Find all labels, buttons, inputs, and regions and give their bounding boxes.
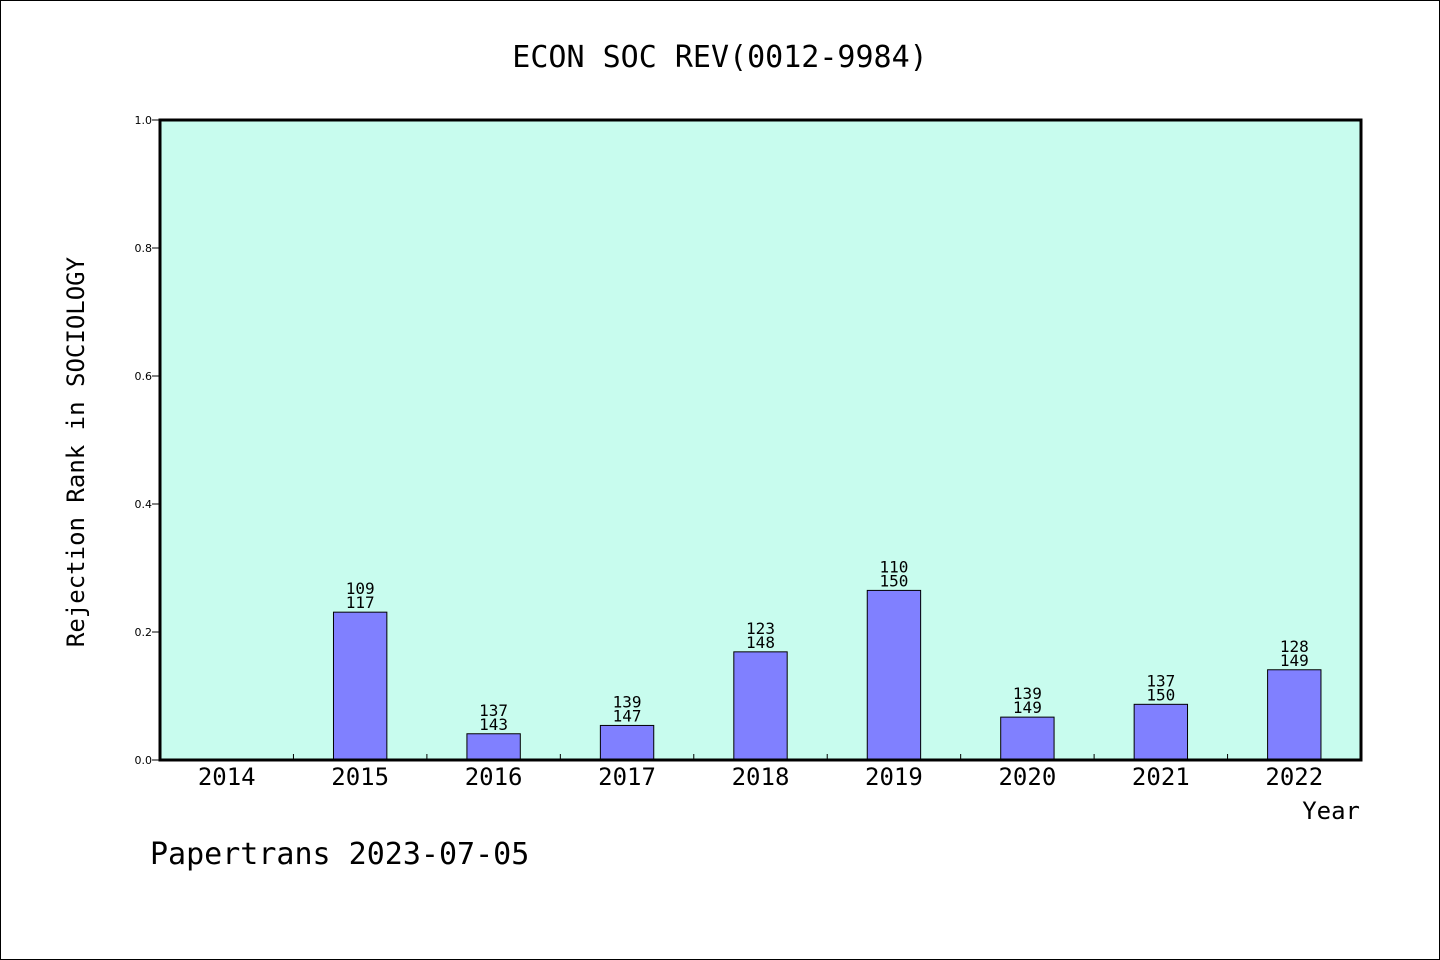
x-tick-label: 2016 [465,763,523,791]
x-tick-label: 2015 [331,763,389,791]
bar-label-top: 139 [1013,684,1042,703]
bar-2021 [1133,703,1189,761]
bar-label-bottom: 148 [746,633,775,652]
x-axis-ticks: 2014 2015 2016 2017 2018 2019 2020 2021 2022 [198,754,1323,791]
y-tick-label: 1.0 [135,114,153,127]
x-tick-label: 2017 [598,763,656,791]
bar-label-bottom: 117 [346,593,375,612]
bar-labels: 1091171371431391471231481101501391491371… [346,557,1309,733]
bar-label-top: 139 [613,692,642,711]
bar-label-bottom: 150 [879,571,908,590]
bar-label-top: 110 [879,557,908,576]
y-tick-label: 0.6 [135,370,153,383]
bar-2017 [599,724,655,761]
bar-2022 [1267,669,1322,761]
x-tick-label: 2019 [865,763,923,791]
plot-border [158,118,1363,762]
y-tick-label: 0.4 [135,498,153,511]
bar-2016 [466,733,521,761]
x-tick-label: 2021 [1132,763,1190,791]
bar-label-top: 137 [1146,671,1175,690]
bar-2015 [332,611,388,761]
bar-label-bottom: 149 [1280,651,1309,670]
bar-label-top: 137 [479,701,508,720]
y-tick-label: 0.8 [135,242,153,255]
bar-2020 [1000,716,1055,761]
bars [332,589,1322,761]
bar-label-bottom: 149 [1013,698,1042,717]
x-tick-label: 2018 [732,763,790,791]
bar-label-top: 123 [746,619,775,638]
x-tick-label: 2020 [998,763,1056,791]
x-tick-label: 2014 [198,763,256,791]
y-axis-label: Rejection Rank in SOCIOLOGY [62,256,90,647]
x-tick-label: 2022 [1265,763,1323,791]
bar-2019 [866,589,922,761]
bar-label-bottom: 147 [613,706,642,725]
bar-label-bottom: 143 [479,715,508,734]
bar-2018 [733,651,788,761]
footer-watermark: Papertrans 2023-07-05 [150,837,529,872]
y-axis-ticks: 0.0 0.2 0.4 0.6 0.8 1.0 [135,114,160,767]
bar-label-bottom: 150 [1146,685,1175,704]
y-tick-label: 0.2 [135,626,153,639]
bar-label-top: 109 [346,579,375,598]
chart-title: ECON SOC REV(0012-9984) [512,40,927,75]
x-axis-label: Year [1302,797,1360,825]
bar-label-top: 128 [1280,637,1309,656]
y-tick-label: 0.0 [135,754,153,767]
